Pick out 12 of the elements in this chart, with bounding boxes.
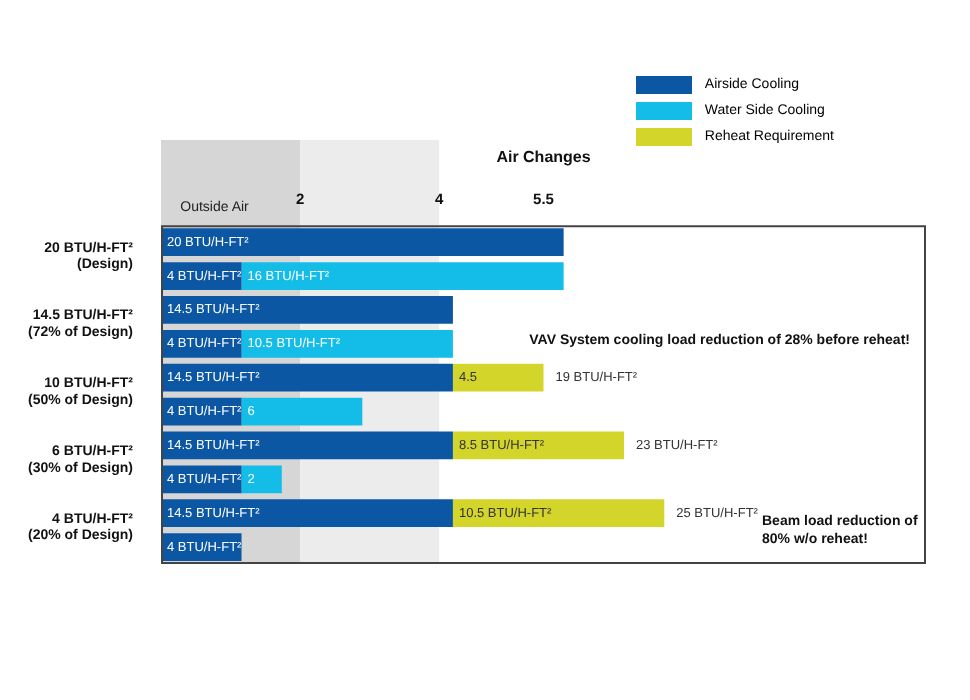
bar [161,499,453,528]
x2-axis-title: Air Changes [496,148,592,167]
bar [241,329,453,358]
bar [452,363,544,392]
bar [161,228,564,257]
bar [161,296,453,324]
bar [161,431,453,460]
bar [452,499,665,528]
bar [241,262,564,290]
bar [241,397,363,426]
bar [241,465,282,494]
bar [161,363,453,392]
